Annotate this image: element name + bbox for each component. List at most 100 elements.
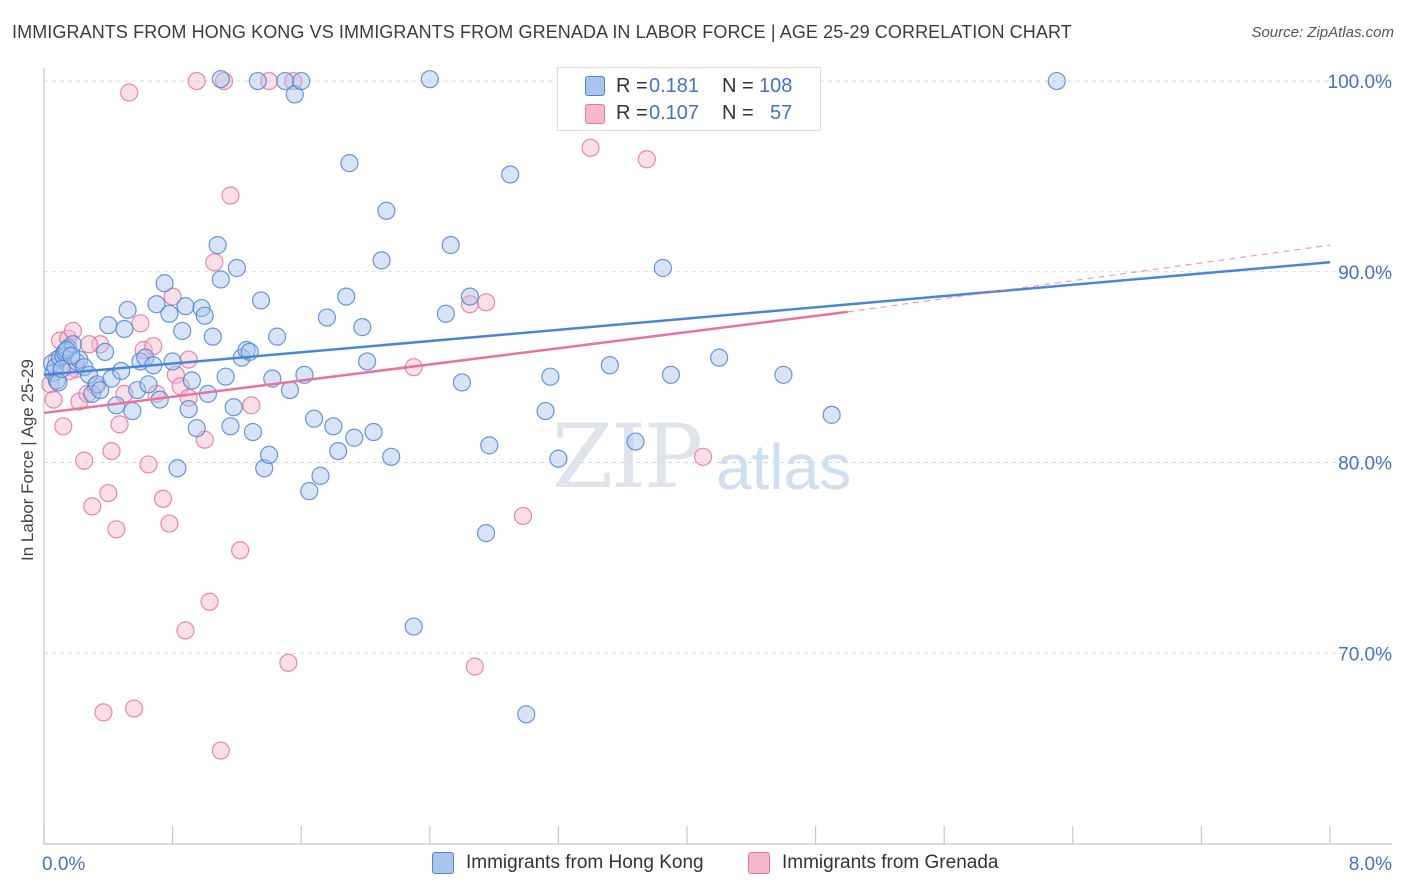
grenada-point [166,365,185,384]
legend-swatch [748,852,770,874]
legend-r-value-grenada: 0.107 [649,102,700,124]
hong-kong-point [267,327,287,346]
hong-kong-point [626,432,645,451]
y-tick-label: 90.0% [1338,263,1392,284]
hong-kong-point [536,401,555,421]
grenada-point [187,71,206,91]
hong-kong-point [62,346,81,365]
hong-kong-point [452,373,472,392]
hong-kong-point [115,319,134,339]
grenada-point [139,455,158,474]
watermark-zip: ZIP [552,405,703,508]
hong-kong-point [324,417,343,436]
legend-label: Immigrants from Grenada [782,852,999,873]
hong-kong-point [340,153,359,173]
hong-kong-point [57,340,76,360]
hong-kong-point [549,449,568,468]
hong-kong-point [480,436,499,455]
hong-kong-trend-line [43,261,1331,377]
chart-title: IMMIGRANTS FROM HONG KONG VS IMMIGRANTS … [12,22,1072,42]
hong-kong-point [476,524,496,543]
x-tick-label: 8.0% [1349,854,1392,875]
hong-kong-point [147,295,166,314]
grenada-point [163,287,182,306]
hong-kong-point [501,165,520,184]
gridlines [44,80,1390,654]
grenada-point [75,451,94,470]
y-tick-label: 100.0% [1328,72,1393,93]
hong-kong-point [345,428,364,447]
hong-kong-point [221,417,240,436]
grenada-point [54,417,73,436]
grenada-point [83,497,102,516]
hong-kong-point [179,400,198,419]
hong-kong-point [377,201,396,220]
x-tick-label: 0.0% [42,854,85,875]
hong-kong-point [329,441,348,461]
hong-kong-point [358,352,377,371]
hong-kong-point [208,236,227,255]
grenada-point [200,592,219,611]
hong-kong-point [404,617,423,636]
hong-kong-point [653,258,672,278]
grenada-point [131,314,150,333]
hong-kong-point [195,306,214,325]
hong-kong-point [460,287,480,306]
y-tick-label: 80.0% [1338,454,1392,475]
hong-kong-point [292,71,311,91]
grenada-point [44,390,63,409]
grenada-point [63,321,83,341]
grenada-point [211,741,230,760]
hong-kong-point [280,380,300,400]
grenada-point [124,699,144,718]
grenada-point [231,541,250,560]
hong-kong-point [155,274,174,293]
grenada-point [176,621,195,640]
hong-kong-point [139,375,158,394]
hong-kong-point [317,308,337,327]
watermark-atlas: atlas [716,431,852,503]
hong-kong-point [441,236,460,255]
hong-kong-point [160,304,179,323]
legend-swatch-hong-kong [585,76,605,96]
hong-kong-point [128,380,147,400]
hong-kong-point [203,327,222,346]
grenada-point [242,396,261,415]
grenada-point [107,520,126,539]
hong-kong-point [211,270,230,289]
grenada-point [221,186,240,205]
hong-kong-point [251,291,271,310]
hong-kong-point [304,409,324,428]
legend-item-grenada: Immigrants from Grenada [748,852,998,874]
legend-item-hong-kong: Immigrants from Hong Kong [432,852,704,874]
hong-kong-point [710,348,729,367]
grenada-point [94,703,113,722]
legend-label: Immigrants from Hong Kong [466,852,704,873]
y-axis-label: In Labor Force | Age 25-29 [18,359,37,561]
hong-kong-point [224,398,243,417]
hong-kong-point [300,482,319,501]
hong-kong-point [364,422,383,442]
hong-kong-point [243,422,263,442]
grenada-point [160,514,179,533]
hong-kong-point [259,445,279,465]
hong-kong-point [337,287,356,306]
grenada-point [153,489,173,508]
legend-n-value-hong-kong: 108 [759,75,793,97]
hong-kong-point [436,304,455,323]
hong-kong-point [822,405,841,424]
grenada-point [476,293,496,312]
grenada-trend-extension [847,244,1331,313]
grenada-trend-line [43,310,848,415]
grenada-point [460,295,480,314]
grenada-point [214,71,234,91]
hong-kong-point [600,356,619,375]
hong-kong-point [173,321,192,341]
hong-kong-point [211,70,230,89]
grenada-point [134,340,153,360]
source-credit: Source: ZipAtlas.com [1251,24,1394,41]
tick-labels: 70.0% 80.0% 90.0% 100.0% 0.0% 8.0% [42,72,1392,875]
hong-kong-point [311,466,330,485]
hong-kong-point [237,340,256,360]
